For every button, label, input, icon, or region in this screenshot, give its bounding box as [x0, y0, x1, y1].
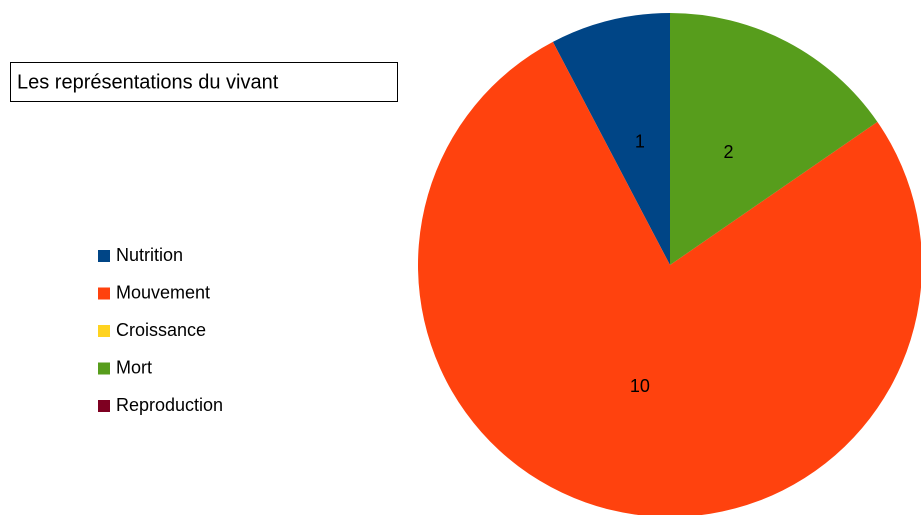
legend-swatch	[98, 362, 110, 375]
legend-label: Croissance	[116, 320, 206, 340]
legend-label: Reproduction	[116, 395, 223, 415]
chart-title: Les représentations du vivant	[17, 71, 279, 93]
data-label: 2	[724, 142, 734, 162]
legend-label: Mort	[116, 357, 152, 377]
pie-slice	[670, 13, 878, 265]
pie-slice	[552, 13, 670, 265]
data-label: 1	[635, 131, 645, 151]
legend-swatch	[98, 400, 110, 412]
pie-slice	[418, 41, 921, 515]
legend-swatch	[98, 325, 110, 337]
data-label: 10	[630, 376, 650, 396]
legend-label: Mouvement	[116, 282, 210, 302]
title-box	[10, 62, 398, 102]
legend-swatch	[98, 287, 110, 300]
legend-label: Nutrition	[116, 245, 183, 265]
legend-swatch	[98, 250, 110, 262]
